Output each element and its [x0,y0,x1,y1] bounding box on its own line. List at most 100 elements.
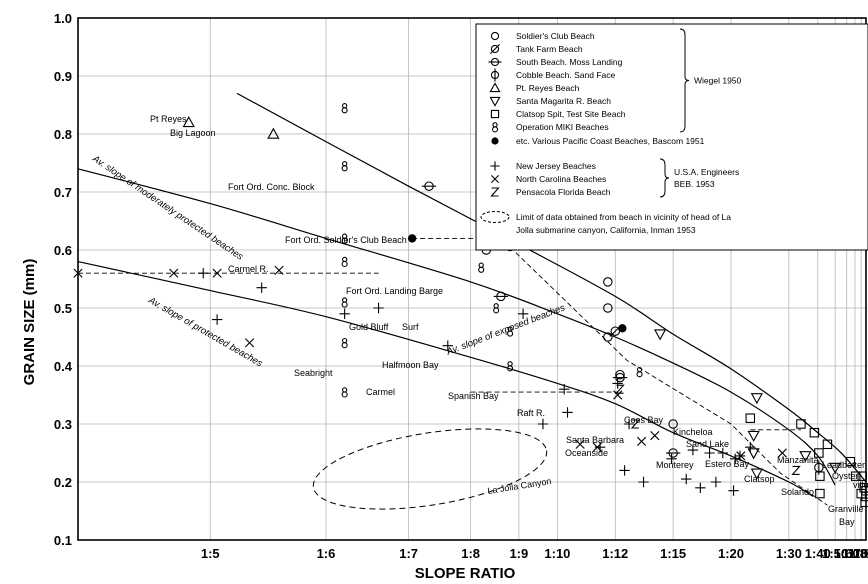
legend-label: South Beach. Moss Landing [516,57,623,67]
point-annotation: Clatsop [744,474,775,484]
data-point-plus [198,268,209,279]
legend-symbol [491,137,499,145]
data-point-eight [507,365,514,372]
data-point-plus [704,447,715,459]
legend-label: Cobble Beach. Sand Face [516,70,616,80]
point-annotation: Bay [839,517,855,527]
point-annotation: Oyster [832,471,859,481]
data-point-x [244,338,255,348]
data-point-square [860,497,868,508]
point-annotation: Oceanside [565,448,608,458]
data-point-square [845,456,856,467]
data-point-x [613,390,623,400]
x-tick-label: 1:5 [201,546,220,561]
data-point-plus [612,378,623,389]
data-point-square [809,427,820,438]
point-annotation: Kincheloa [673,427,713,437]
legend-label: New Jersey Beaches [516,161,596,171]
data-point-triangle-down [829,462,842,474]
data-point-eight [341,301,348,308]
point-annotation: Pt Reyes [150,114,187,124]
y-tick-label: 0.4 [54,359,73,374]
point-annotation: Monterey [656,460,694,470]
point-annotation: Fort Ord. Soldier's Club Beach [285,235,407,245]
legend-label: Limit of data obtained from beach in vic… [516,212,731,222]
data-point-plus [687,444,699,456]
legend-symbol [489,96,501,107]
data-point-circle [668,419,678,429]
y-axis-label: GRAIN SIZE (mm) [21,259,38,386]
data-point-x [212,268,222,278]
legend-label: Pensacola Florida Beach [516,187,611,197]
legend-box [475,23,868,251]
x-tick-label: 1:6 [317,546,336,561]
data-point-x [777,448,787,458]
data-point-eight [636,371,643,378]
data-point-filled-circle [618,324,627,333]
y-tick-label: 1.0 [54,11,72,26]
data-point-plus [517,308,529,319]
x-tick-label: 1:30 [776,546,802,561]
data-point-eight [478,266,485,273]
data-point-plus [562,407,573,418]
legend-symbol [489,82,501,93]
data-point-eight [493,307,500,314]
legend-symbol [490,187,500,197]
point-annotations: Pt Reyes Big Lagoon Fort Ord. Conc. Block F… [150,114,868,527]
axes: 0.1 0.2 0.3 0.4 0.5 0.6 0.7 0.8 0.9 1.0 1:5 1:6 1:7 1… [54,11,868,561]
y-tick-label: 0.1 [54,533,72,548]
data-point-x [736,451,746,461]
point-annotation: Manzanita [777,455,819,465]
plot-frame [77,17,867,541]
data-point-z [615,384,625,394]
data-point-eight [341,391,348,398]
data-point-plus [211,314,223,325]
data-point-plus [666,453,677,464]
data-point-square [814,448,824,458]
y-tick-label: 0.5 [54,301,72,316]
legend-label: Clatsop Spit, Test Site Beach [516,109,626,119]
y-tick-label: 0.6 [54,243,72,258]
dashed-connector [509,246,828,506]
y-tick-label: 0.3 [54,417,72,432]
data-point-x [169,268,179,278]
point-annotation: Leadbetter [822,460,865,470]
data-point-circle [603,303,613,313]
data-point-x [592,442,602,452]
point-annotation: Estero Bay [705,459,750,469]
data-point-z [791,465,801,475]
point-annotation: Seabright [294,368,333,378]
legend-symbol [490,161,500,171]
data-point-triangle-down [750,393,763,405]
data-point-plus [623,418,635,430]
x-tick-label: 1:10 [544,546,570,561]
data-point-x [636,436,647,446]
trend-curve [77,261,814,498]
data-point-square [796,419,806,429]
data-point-filled-circle [407,234,417,243]
data-point-x [650,431,660,441]
x-tick-label: 1:7 [399,546,418,561]
x-tick-label: 1:50 [822,546,848,561]
data-point-plus [695,482,706,493]
y-tick-label: 0.2 [54,475,72,490]
data-point-square [815,488,825,499]
data-point-plus [681,473,692,485]
data-point-x [575,439,585,449]
y-tick-label: 0.8 [54,127,72,142]
data-point-square [850,471,861,481]
legend-source: Wiegel 1950 [694,76,742,86]
x-axis-label: SLOPE RATIO [415,565,516,582]
legend-label: etc. Various Pacific Coast Beaches, Basc… [516,136,705,146]
data-point-plus [717,447,729,459]
y-tick-label: 0.7 [54,185,72,200]
legend-label: Santa Magarita R. Beach [516,96,611,106]
point-annotation: Granville [828,504,864,514]
x-tick-label: 1:70 [842,546,868,561]
data-point-triangle-down [750,468,763,480]
point-annotation: Carmel R. [228,264,269,274]
legend-source: BEB. 1953 [674,179,715,189]
data-point-plus [638,476,649,488]
point-annotation: Big Lagoon [170,128,216,138]
